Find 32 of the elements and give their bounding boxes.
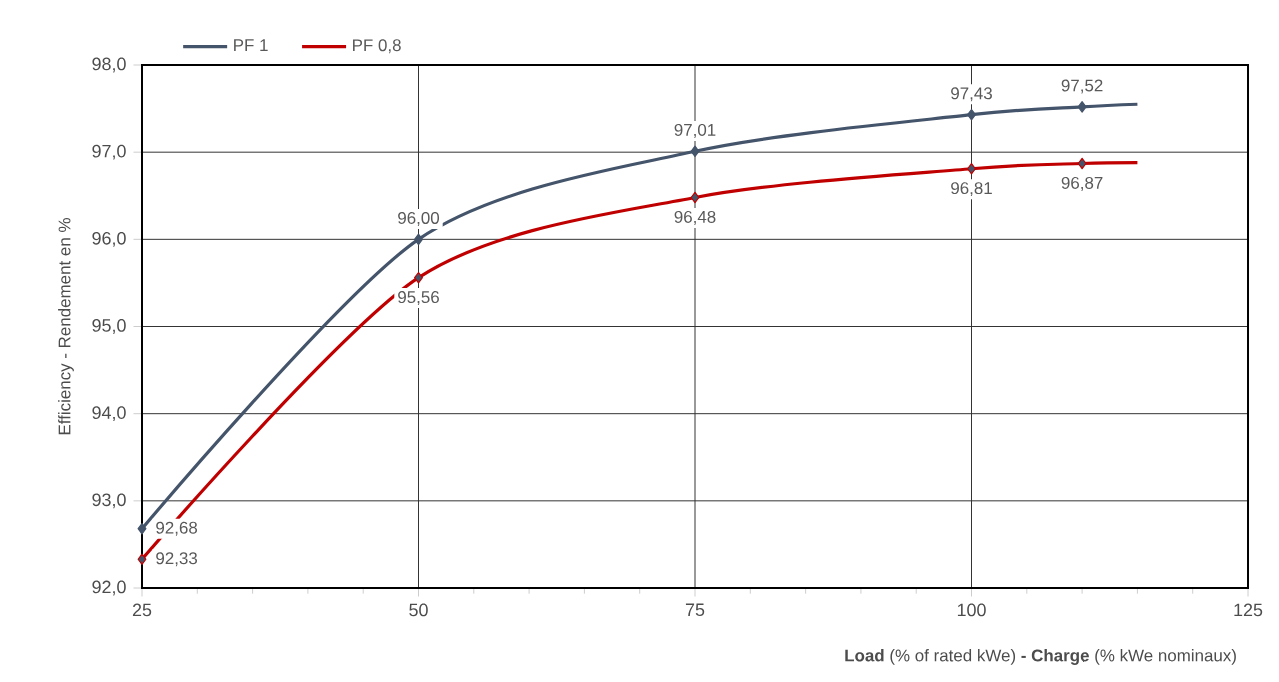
point <box>690 191 700 204</box>
point <box>1077 101 1087 113</box>
y-tick-label: 96,0 <box>92 231 126 247</box>
point <box>137 522 147 535</box>
point <box>1077 157 1087 170</box>
data-label: 97,52 <box>1061 79 1103 94</box>
data-label: 96,81 <box>951 182 992 197</box>
point <box>137 553 147 566</box>
y-tick-label: 98,0 <box>92 57 126 73</box>
y-tick-label: 97,0 <box>92 144 126 160</box>
data-label: 92,33 <box>156 552 198 567</box>
data-label: 96,00 <box>398 211 440 226</box>
x-tick-label: 25 <box>132 603 152 617</box>
y-tick-label: 95,0 <box>92 319 126 334</box>
y-tick-label: 94,0 <box>92 406 126 422</box>
legend-label: PF 0,8 <box>353 39 401 54</box>
x-tick-label: 100 <box>957 603 986 617</box>
data-label: 92,68 <box>156 521 198 536</box>
point <box>690 145 700 158</box>
data-label: 97,01 <box>674 123 716 138</box>
y-tick-label: 93,0 <box>92 493 126 509</box>
data-label: 96,87 <box>1061 176 1103 191</box>
legend-label: PF 1 <box>234 39 268 51</box>
data-label: 96,48 <box>674 210 716 225</box>
y-axis-title: Efficiency - Rendement en % <box>58 218 74 435</box>
x-tick-label: 125 <box>1234 603 1263 617</box>
data-label: 95,56 <box>398 291 439 306</box>
data-label: 97,43 <box>951 87 992 102</box>
x-tick-label: 75 <box>685 603 705 617</box>
x-axis-title: Load (% of rated kWe) - Charge (% kWe nominaux) <box>845 649 1236 665</box>
x-tick-label: 50 <box>409 603 428 617</box>
y-tick-label: 92,0 <box>92 580 126 596</box>
